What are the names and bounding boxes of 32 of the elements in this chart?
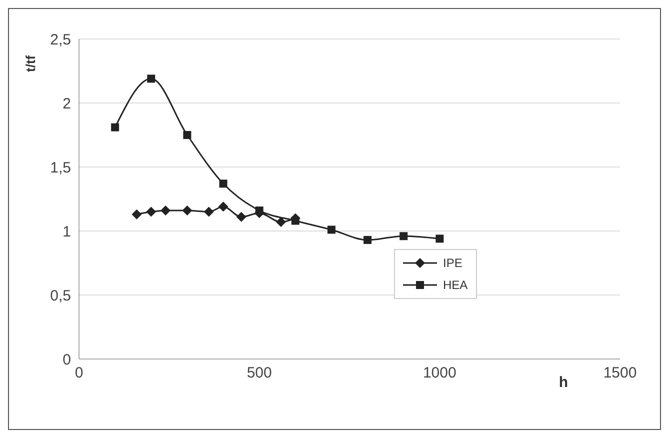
y-tick-label: 0 bbox=[62, 351, 71, 368]
y-tick-label: 0,5 bbox=[50, 287, 71, 304]
point bbox=[364, 236, 372, 244]
point bbox=[436, 234, 444, 243]
y-tick-label: 2 bbox=[62, 95, 71, 112]
point bbox=[218, 202, 228, 212]
point bbox=[182, 206, 192, 216]
point bbox=[183, 131, 192, 139]
y-tick-label: 2,5 bbox=[50, 31, 71, 48]
point bbox=[236, 212, 246, 222]
point bbox=[255, 206, 264, 215]
legend-label: IPE bbox=[443, 255, 462, 272]
point bbox=[147, 74, 156, 83]
point bbox=[291, 216, 300, 225]
x-axis-title: h bbox=[558, 374, 568, 391]
x-tick-label: 1500 bbox=[603, 364, 637, 382]
legend-label: HEA bbox=[443, 277, 468, 294]
x-tick-label: 1000 bbox=[422, 364, 456, 382]
point bbox=[400, 232, 408, 240]
point bbox=[146, 206, 156, 217]
point bbox=[219, 180, 228, 188]
y-tick-label: 1 bbox=[62, 223, 71, 240]
point bbox=[160, 206, 171, 216]
point bbox=[327, 226, 336, 234]
point bbox=[276, 217, 286, 228]
point bbox=[132, 209, 142, 220]
point bbox=[111, 123, 120, 132]
y-axis-title: t/tf bbox=[23, 54, 38, 72]
x-tick-label: 500 bbox=[246, 364, 272, 382]
y-tick-label: 1,5 bbox=[50, 159, 71, 176]
x-tick-label: 0 bbox=[74, 364, 84, 382]
point bbox=[204, 206, 214, 217]
